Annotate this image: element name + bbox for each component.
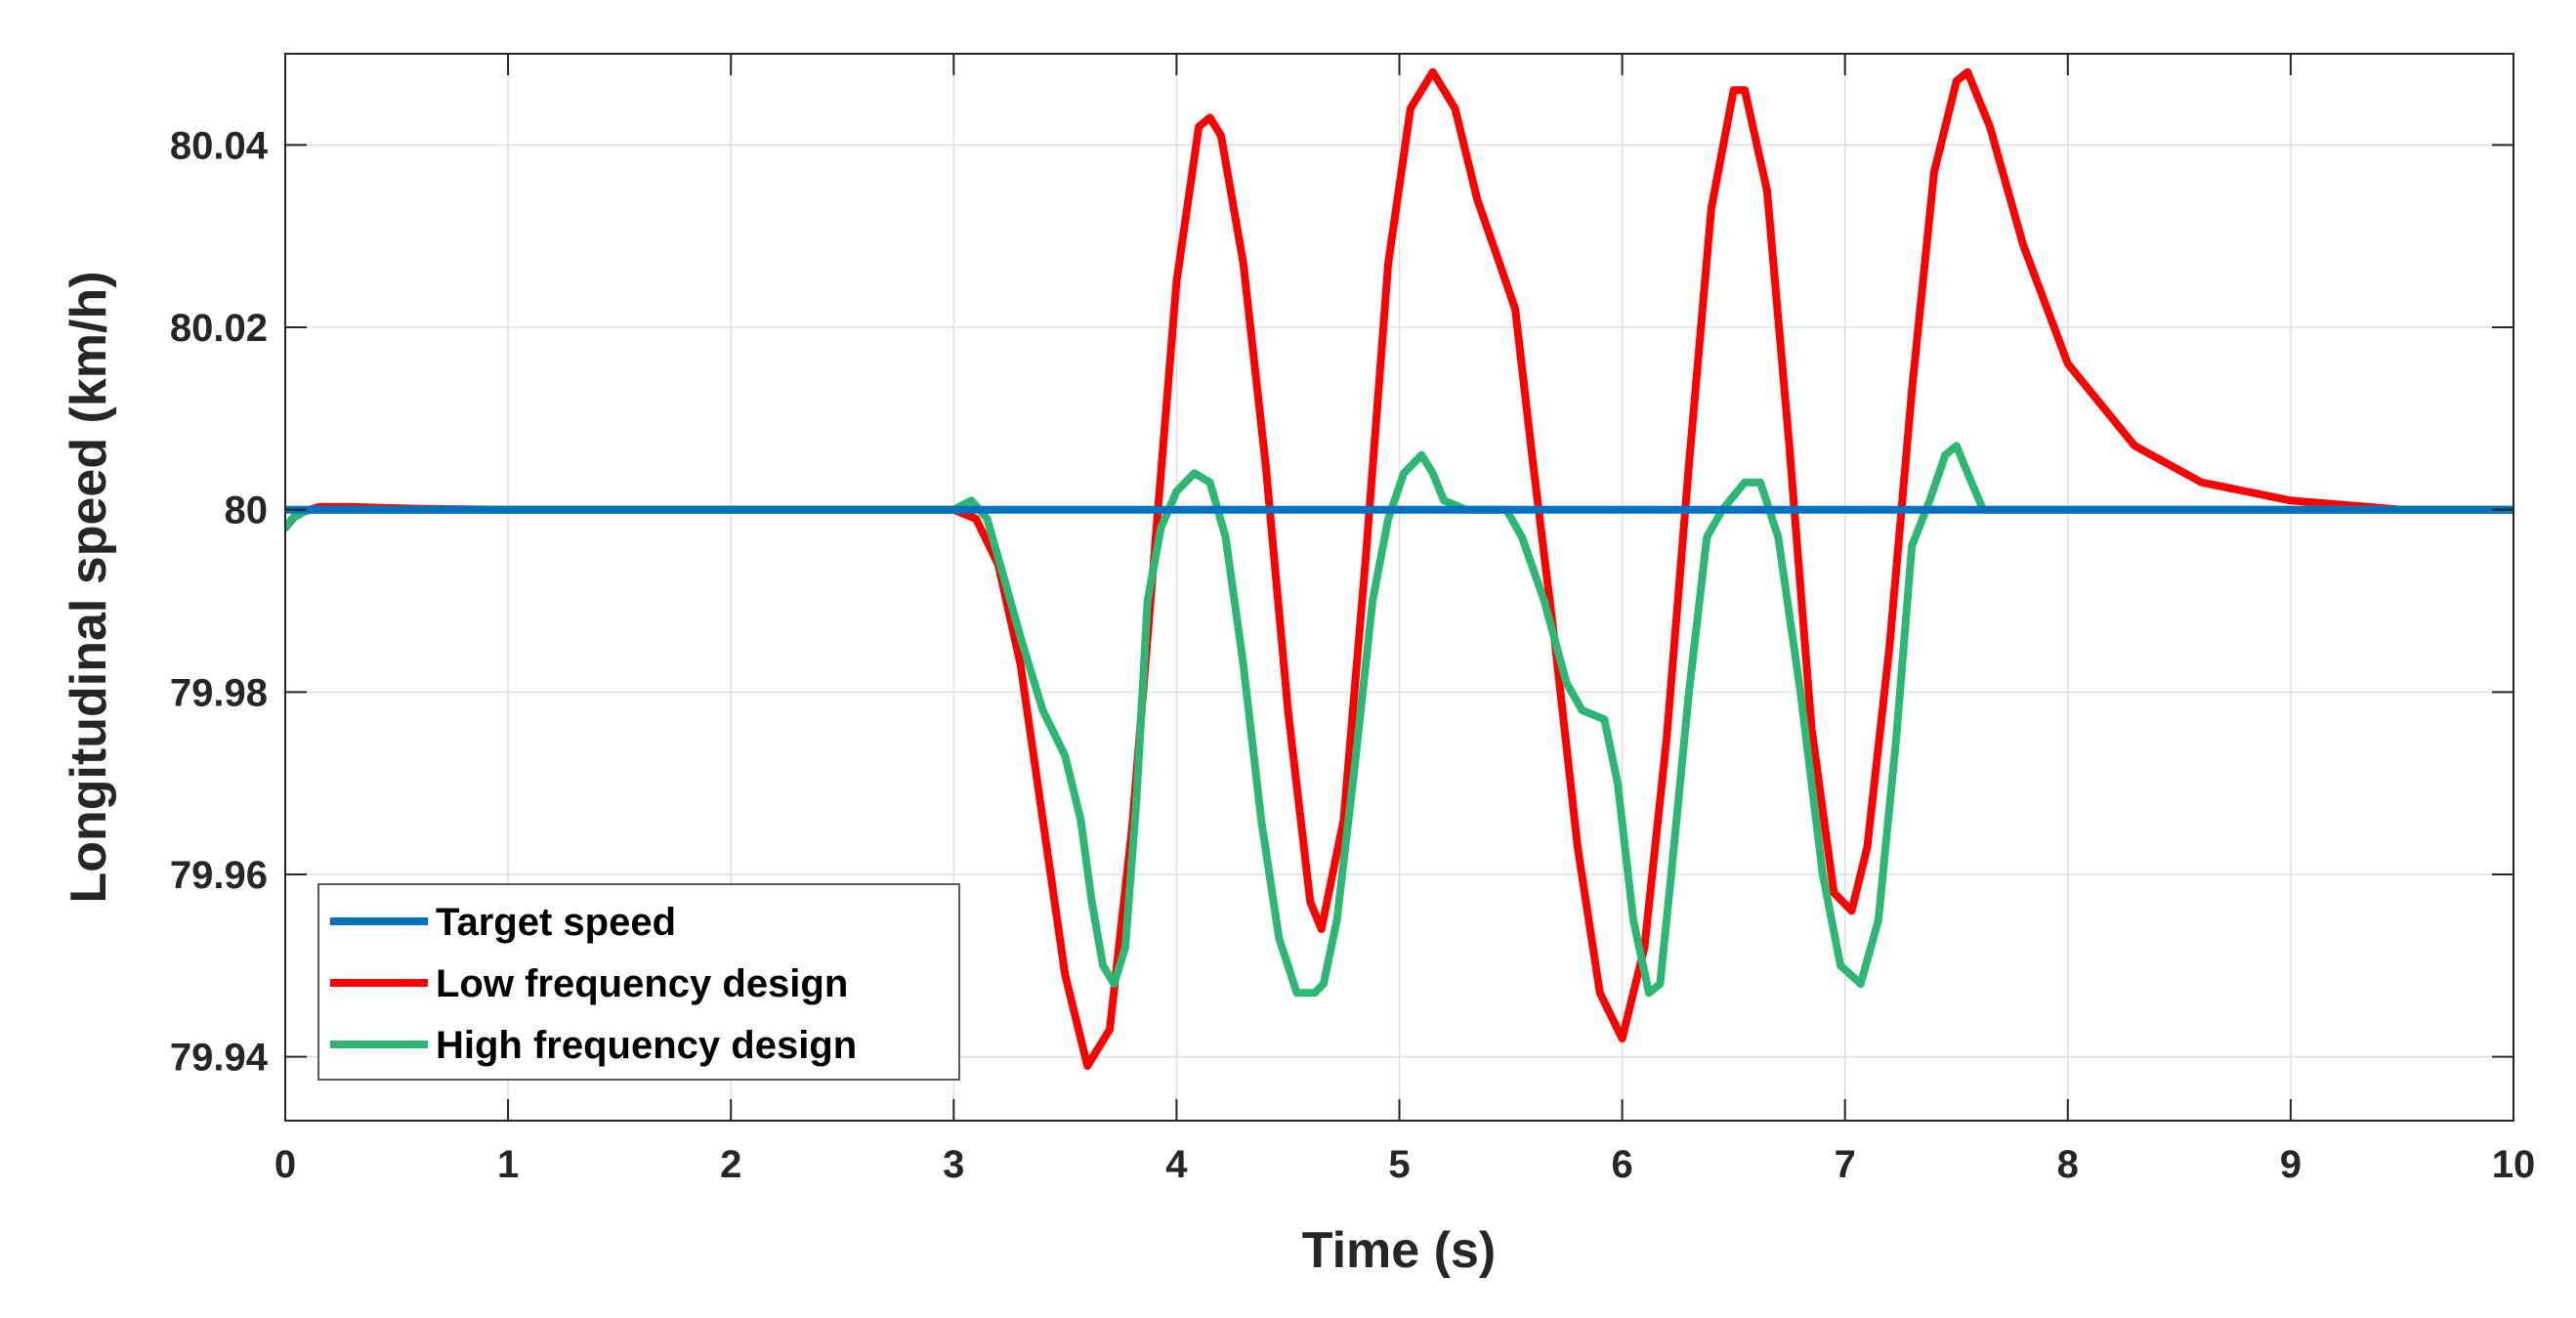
y-axis-title: Longitudinal speed (km/h)	[61, 271, 117, 903]
y-tick-label: 80	[225, 489, 269, 532]
y-tick-label: 79.98	[170, 671, 268, 714]
x-tick-label: 2	[720, 1143, 741, 1186]
x-tick-label: 8	[2057, 1143, 2079, 1186]
y-tick-label: 79.96	[170, 854, 268, 897]
legend-label-high-frequency-design: High frequency design	[436, 1024, 857, 1067]
y-tick-label: 80.04	[170, 124, 269, 167]
x-tick-label: 9	[2280, 1143, 2302, 1186]
x-tick-labels: 0 1 2 3 4 5 6 7 8 9 10	[274, 1143, 2535, 1186]
x-tick-label: 3	[943, 1143, 964, 1186]
series-layer	[285, 67, 2513, 1070]
ticks	[284, 54, 2514, 1121]
y-tick-label: 80.02	[170, 307, 268, 350]
y-tick-labels: 79.94 79.96 79.98 80 80.02 80.04	[170, 124, 269, 1079]
legend: Target speed Low frequency design High f…	[317, 883, 960, 1081]
legend-label-target-speed: Target speed	[436, 901, 676, 944]
x-tick-label: 7	[1835, 1143, 1856, 1186]
series-line-high-frequency-design	[285, 442, 2513, 998]
x-axis-title: Time (s)	[1302, 1222, 1496, 1279]
x-tick-label: 4	[1165, 1143, 1188, 1186]
y-tick-label: 79.94	[170, 1037, 269, 1080]
legend-label-low-frequency-design: Low frequency design	[436, 962, 848, 1005]
x-tick-label: 6	[1611, 1143, 1632, 1186]
x-tick-label: 10	[2492, 1143, 2536, 1186]
x-tick-label: 0	[274, 1143, 296, 1186]
x-tick-label: 1	[497, 1143, 519, 1186]
series-line-low-frequency-design	[285, 67, 2513, 1070]
x-tick-label: 5	[1388, 1143, 1410, 1186]
